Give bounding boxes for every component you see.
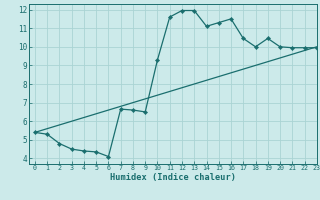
X-axis label: Humidex (Indice chaleur): Humidex (Indice chaleur) — [110, 173, 236, 182]
